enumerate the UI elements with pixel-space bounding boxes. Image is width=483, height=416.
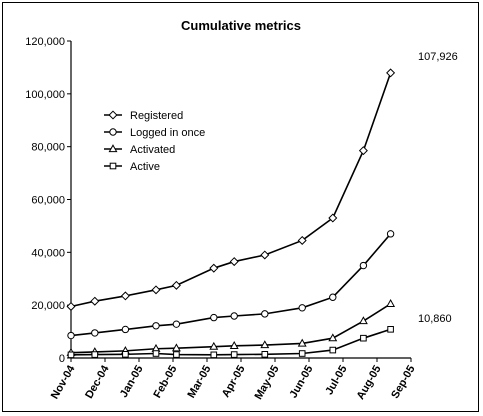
data-point-active <box>210 351 218 359</box>
data-point-registered <box>120 291 130 301</box>
data-point-registered <box>171 280 181 290</box>
legend-label: Registered <box>130 110 183 122</box>
series-line-activated <box>70 303 392 354</box>
y-tick-label: 0 <box>59 353 65 365</box>
data-point-registered <box>151 285 161 295</box>
legend-item-registered: Registered <box>104 110 183 122</box>
end-value-label: 10,860 <box>418 313 452 325</box>
x-tick-label: May-05 <box>253 364 282 402</box>
x-tick-label: Dec-04 <box>83 363 112 401</box>
data-point-registered <box>328 213 338 223</box>
data-point-activated <box>209 341 219 350</box>
legend-label: Activated <box>130 144 175 156</box>
chart-title: Cumulative metrics <box>181 18 301 33</box>
data-point-logged-in-once <box>230 312 238 320</box>
data-point-active <box>360 334 367 342</box>
x-tick-label: Sep-05 <box>389 364 417 401</box>
series-line-active <box>70 328 391 356</box>
data-point-activated <box>297 338 307 347</box>
series-active <box>67 326 394 359</box>
data-point-active <box>230 351 238 358</box>
legend-item-logged-in-once: Logged in once <box>104 127 205 139</box>
data-point-registered <box>386 68 396 78</box>
legend: Registered Logged in once Activated Active <box>104 110 205 173</box>
data-point-active <box>298 350 306 357</box>
data-point-registered <box>90 296 100 306</box>
data-point-active <box>122 351 129 358</box>
data-point-logged-in-once <box>121 325 130 334</box>
data-point-logged-in-once <box>210 313 218 322</box>
data-point-registered <box>358 146 368 156</box>
legend-marker <box>109 128 117 136</box>
y-tick-label: 20,000 <box>31 300 65 312</box>
data-point-logged-in-once <box>91 329 99 337</box>
y-tick-label: 40,000 <box>31 247 65 259</box>
x-tick-label: Mar-05 <box>185 364 213 401</box>
x-tick-label: Apr-05 <box>220 364 248 400</box>
x-tick-label: Jan-05 <box>118 364 146 400</box>
y-tick-label: 80,000 <box>31 142 65 154</box>
series-line-registered <box>70 72 392 308</box>
data-point-active <box>152 350 160 357</box>
data-point-logged-in-once <box>298 304 306 312</box>
data-point-logged-in-once <box>261 310 269 318</box>
data-point-registered <box>297 235 307 245</box>
data-point-registered <box>260 250 270 260</box>
data-point-registered <box>209 263 219 273</box>
series-activated <box>66 299 396 356</box>
y-tick-label: 60,000 <box>31 195 65 207</box>
data-point-logged-in-once <box>329 293 337 301</box>
legend-item-activated: Activated <box>104 144 175 156</box>
data-point-activated <box>260 340 270 349</box>
x-tick-label: Feb-05 <box>151 364 179 401</box>
legend-label: Active <box>130 161 160 173</box>
x-tick-label: Nov-04 <box>49 363 78 402</box>
data-point-logged-in-once <box>172 320 181 328</box>
series-line-logged-in-once <box>70 233 392 337</box>
data-point-active <box>261 351 269 358</box>
end-value-label: 107,926 <box>418 51 458 63</box>
annotations: 107,926 10,860 <box>418 51 458 325</box>
series-logged-in-once <box>67 230 395 340</box>
chart-frame <box>2 2 479 412</box>
data-point-activated <box>328 333 338 342</box>
y-tick-label: 100,000 <box>25 89 65 101</box>
data-point-active <box>67 351 75 359</box>
data-point-activated <box>171 343 181 352</box>
data-point-activated <box>229 341 239 349</box>
data-point-registered <box>229 257 239 267</box>
x-tick-label: Jul-05 <box>323 364 349 398</box>
legend-label: Logged in once <box>130 127 205 139</box>
data-point-registered <box>66 301 76 311</box>
data-point-logged-in-once <box>152 322 160 330</box>
series-registered <box>66 68 396 311</box>
data-point-logged-in-once <box>359 261 368 270</box>
legend-item-active: Active <box>104 161 160 173</box>
data-point-activated <box>358 316 368 325</box>
x-tick-label: Aug-05 <box>355 364 384 402</box>
data-point-active <box>387 326 394 333</box>
x-tick-label: Jun-05 <box>287 364 315 401</box>
data-point-logged-in-once <box>386 230 395 238</box>
legend-marker <box>109 162 117 170</box>
series-layer <box>66 68 396 359</box>
legend-marker <box>108 110 118 120</box>
data-point-logged-in-once <box>67 331 75 340</box>
data-point-active <box>91 351 99 358</box>
data-point-active <box>329 346 337 354</box>
data-point-active <box>173 351 180 358</box>
data-point-activated <box>386 299 396 307</box>
legend-marker <box>108 144 118 153</box>
y-tick-label: 120,000 <box>25 36 65 48</box>
